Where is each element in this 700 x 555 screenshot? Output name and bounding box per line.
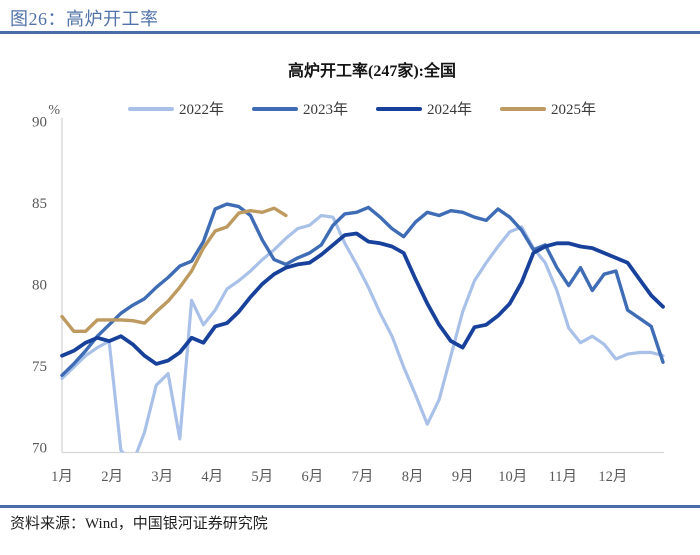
chart-legend: 2022年 2023年 2024年 2025年 bbox=[0, 98, 700, 119]
series-line-2025年 bbox=[60, 206, 288, 333]
header-divider bbox=[0, 31, 700, 34]
legend-item-2024年: 2024年 bbox=[376, 98, 472, 119]
x-tick-label: 10月 bbox=[498, 469, 527, 485]
y-tick-label: 90 bbox=[32, 115, 47, 131]
legend-item-2025年: 2025年 bbox=[500, 98, 596, 119]
x-tick-label: 12月 bbox=[598, 469, 627, 485]
source-note: 资料来源：Wind，中国银河证券研究院 bbox=[10, 516, 268, 532]
x-tick-label: 6月 bbox=[302, 469, 324, 485]
y-tick-label: 75 bbox=[32, 359, 47, 375]
legend-item-2022年: 2022年 bbox=[127, 98, 224, 119]
legend-item-2023年: 2023年 bbox=[251, 98, 348, 119]
x-tick-label: 5月 bbox=[251, 469, 273, 485]
series-line-2023年 bbox=[60, 202, 665, 377]
x-tick-label: 7月 bbox=[352, 469, 374, 485]
figure-title: 图26：高炉开工率 bbox=[10, 9, 159, 29]
y-tick-label: 85 bbox=[32, 196, 47, 212]
x-tick-label: 11月 bbox=[549, 469, 577, 485]
x-tick-label: 3月 bbox=[151, 469, 173, 485]
footer-divider bbox=[0, 505, 700, 508]
legend-label-2023年: 2023年 bbox=[302, 102, 348, 118]
legend-label-2025年: 2025年 bbox=[551, 102, 597, 118]
legend-label-2022年: 2022年 bbox=[178, 102, 224, 118]
legend-swatch-2025年 bbox=[500, 106, 547, 111]
series-line-2022年 bbox=[60, 213, 665, 453]
chart-title: 高炉开工率(247家):全国 bbox=[288, 63, 456, 80]
legend-label-2024年: 2024年 bbox=[427, 102, 473, 118]
y-tick-label: 80 bbox=[32, 278, 47, 294]
x-tick-label: 4月 bbox=[201, 469, 223, 485]
x-tick-label: 2月 bbox=[101, 469, 123, 485]
legend-swatch-2024年 bbox=[376, 106, 422, 111]
x-tick-label: 9月 bbox=[452, 469, 474, 485]
y-axis-unit: % bbox=[48, 103, 60, 118]
x-tick-label: 1月 bbox=[51, 469, 73, 485]
y-tick-label: 70 bbox=[32, 441, 47, 457]
legend-swatch-2022年 bbox=[127, 106, 174, 111]
series-line-2024年 bbox=[60, 231, 665, 366]
legend-swatch-2023年 bbox=[251, 106, 298, 111]
x-tick-label: 8月 bbox=[402, 469, 424, 485]
